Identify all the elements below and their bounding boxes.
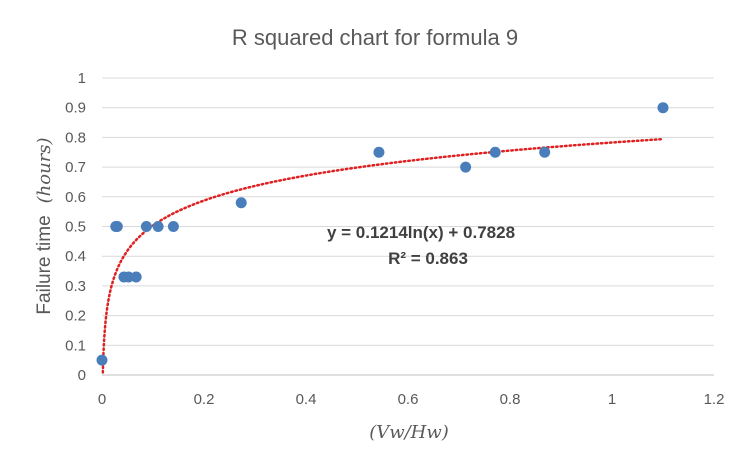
x-tick-label: 0.2: [194, 391, 215, 408]
y-tick-label: 0.6: [65, 189, 86, 206]
trendline-equation: y = 0.1214ln(x) + 0.7828: [327, 223, 515, 242]
data-point: [111, 221, 123, 232]
data-point: [460, 161, 472, 173]
data-point: [489, 146, 501, 158]
y-axis-ticks: 0 0.1 0.2 0.3 0.4 0.5 0.6 0.7 0.8 0.9 1: [65, 70, 86, 384]
x-tick-label: 1: [608, 391, 616, 408]
y-tick-label: 0.3: [65, 278, 86, 295]
y-tick-label: 0.9: [65, 100, 86, 117]
data-points: [96, 102, 669, 366]
y-tick-label: 0.5: [65, 219, 86, 236]
gridlines: [102, 77, 714, 346]
data-point: [96, 354, 108, 366]
trendline: [101, 137, 665, 374]
y-tick-label: 0.1: [65, 337, 86, 354]
y-tick-label: 0.8: [65, 129, 86, 146]
y-tick-label: 0: [78, 367, 86, 384]
y-tick-label: 0.7: [65, 159, 86, 176]
y-tick-label: 1: [78, 70, 86, 87]
svg-text:Failure time (hours): Failure time (hours): [34, 137, 55, 314]
data-point: [140, 221, 152, 232]
x-tick-label: 0: [98, 391, 106, 408]
y-tick-label: 0.4: [65, 248, 86, 265]
x-tick-label: 0.8: [500, 391, 521, 408]
y-tick-label: 0.2: [65, 308, 86, 325]
y-axis-label: Failure time (hours): [34, 137, 55, 314]
x-tick-label: 0.4: [296, 391, 317, 408]
chart-title: R squared chart for formula 9: [232, 25, 518, 50]
r-squared-label: R² = 0.863: [388, 249, 468, 268]
x-axis-label: (Vw/Hw): [369, 422, 449, 443]
y-axis-label-unit: (hours): [34, 137, 55, 203]
data-point: [123, 271, 135, 283]
data-point: [235, 197, 247, 209]
x-axis-ticks: 0 0.2 0.4 0.6 0.8 1 1.2: [98, 391, 725, 408]
data-point: [130, 271, 142, 283]
data-point: [539, 146, 551, 158]
data-point: [167, 221, 179, 232]
y-axis-label-text: Failure time: [34, 215, 55, 314]
data-point: [152, 221, 164, 232]
x-tick-label: 1.2: [704, 391, 725, 408]
data-point: [373, 146, 385, 158]
x-tick-label: 0.6: [398, 391, 419, 408]
data-point: [657, 102, 669, 114]
